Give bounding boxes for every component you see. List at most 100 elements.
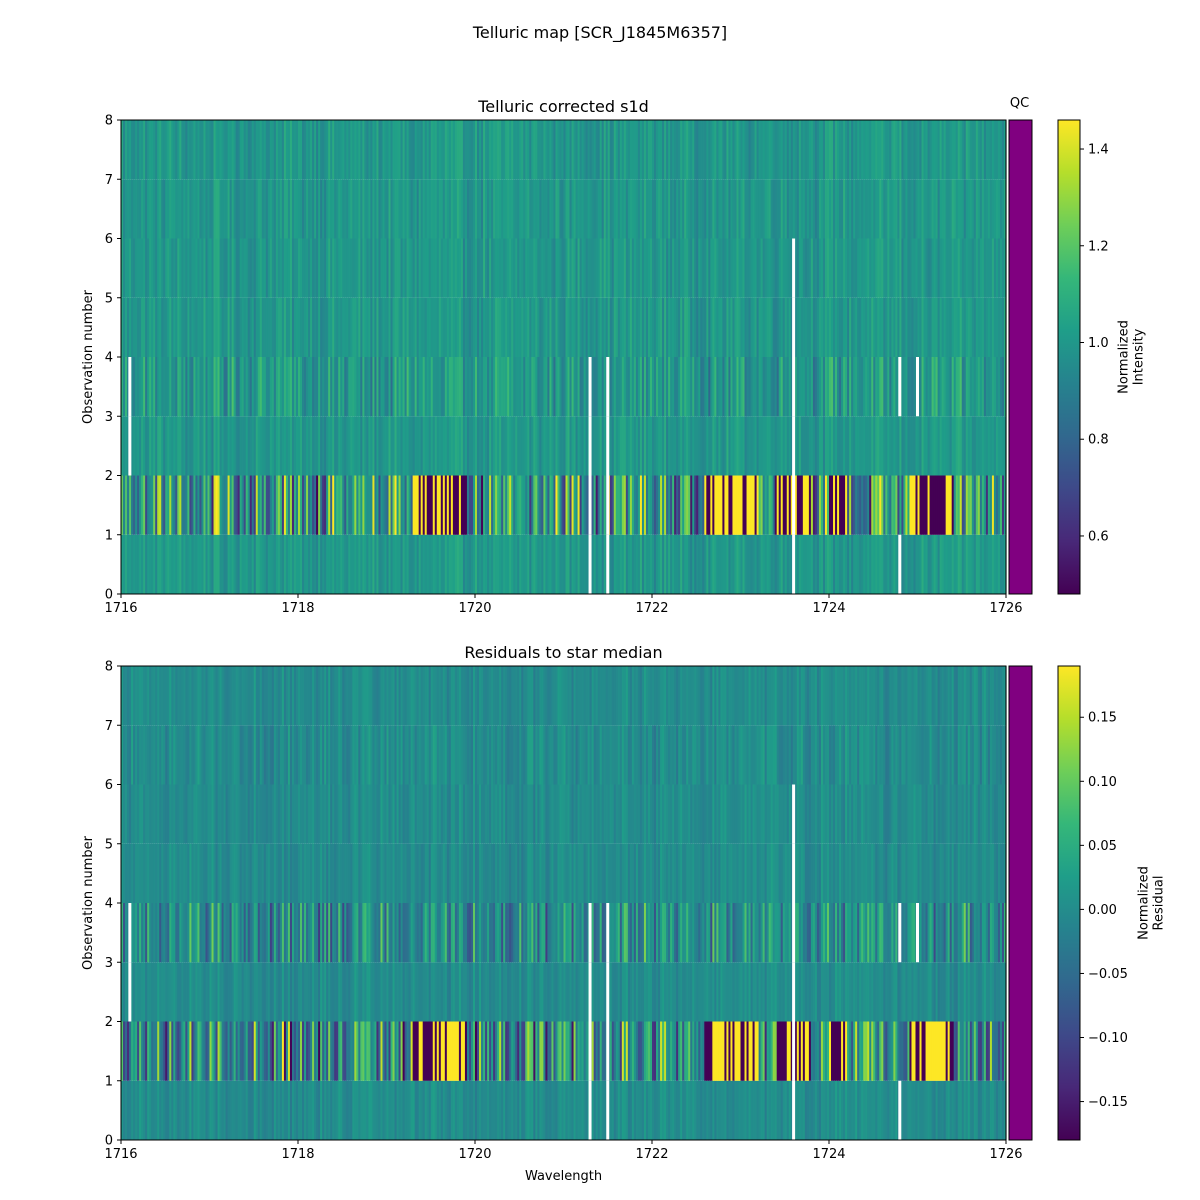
heatmap-cell <box>195 1021 199 1081</box>
heatmap-cell <box>698 179 701 239</box>
heatmap-cell <box>758 120 762 180</box>
heatmap-cell <box>338 1080 341 1140</box>
heatmap-cell <box>750 179 754 239</box>
heatmap-cell <box>849 1080 852 1140</box>
heatmap-cell <box>909 357 913 417</box>
heatmap-cell <box>706 238 709 298</box>
heatmap-cell <box>149 903 152 963</box>
heatmap-cell <box>289 1021 293 1081</box>
heatmap-cell <box>688 1080 691 1140</box>
heatmap-cell <box>686 297 689 357</box>
heatmap-cell <box>513 962 516 1022</box>
heatmap-cell <box>645 1080 649 1140</box>
heatmap-cell <box>708 297 711 357</box>
heatmap-cell <box>573 1021 577 1081</box>
heatmap-cell <box>125 120 128 180</box>
heatmap-cell <box>229 962 233 1022</box>
heatmap-cell <box>810 1080 814 1140</box>
heatmap-cell <box>468 475 472 535</box>
heatmap-cell <box>810 357 814 417</box>
heatmap-cell <box>754 238 758 298</box>
heatmap-cell <box>428 120 432 180</box>
heatmap-cell <box>738 1021 742 1081</box>
heatmap-cell <box>631 297 635 357</box>
heatmap-cell <box>231 416 235 476</box>
heatmap-cell <box>826 475 830 535</box>
heatmap-cell <box>965 416 969 476</box>
heatmap-cell <box>145 903 148 963</box>
heatmap-cell <box>861 238 864 298</box>
heatmap-cell <box>627 1021 631 1081</box>
heatmap-cell <box>219 357 223 417</box>
heatmap-cell <box>285 1080 289 1140</box>
heatmap-cell <box>287 534 291 594</box>
heatmap-cell <box>736 1021 740 1081</box>
heatmap-cell <box>527 1021 530 1081</box>
heatmap-cell <box>867 297 870 357</box>
heatmap-cell <box>720 475 723 535</box>
heatmap-cell <box>724 475 728 535</box>
heatmap-cell <box>199 475 203 535</box>
heatmap-cell <box>213 179 217 239</box>
heatmap-cell <box>963 179 967 239</box>
heatmap-cell <box>609 238 613 298</box>
heatmap-cell <box>509 357 512 417</box>
heatmap-cell <box>233 1080 237 1140</box>
heatmap-cell <box>422 357 426 417</box>
heatmap-cell <box>213 238 217 298</box>
heatmap-cell <box>923 1021 927 1081</box>
y-tick-label: 3 <box>105 410 113 425</box>
heatmap-cell <box>450 357 454 417</box>
heatmap-cell <box>666 1021 669 1081</box>
heatmap-cell <box>710 475 713 535</box>
heatmap-cell <box>452 120 456 180</box>
heatmap-cell <box>310 475 313 535</box>
heatmap-cell <box>141 238 144 298</box>
heatmap-cell <box>517 962 520 1022</box>
heatmap-cell <box>943 238 947 298</box>
heatmap-cell <box>438 475 442 535</box>
heatmap-cell <box>682 475 685 535</box>
heatmap-cell <box>1003 238 1007 298</box>
heatmap-cell <box>887 475 890 535</box>
heatmap-cell <box>398 416 402 476</box>
heatmap-cell <box>718 179 721 239</box>
heatmap-cell <box>338 416 341 476</box>
heatmap-cell <box>738 1080 742 1140</box>
heatmap-cell <box>943 962 947 1022</box>
heatmap-cell <box>390 962 394 1022</box>
heatmap-cell <box>487 1021 490 1081</box>
heatmap-cell <box>963 416 967 476</box>
heatmap-cell <box>356 962 359 1022</box>
heatmap-cell <box>499 962 502 1022</box>
heatmap-cell <box>263 475 267 535</box>
heatmap-cell <box>798 962 802 1022</box>
heatmap-cell <box>137 238 140 298</box>
heatmap-cell <box>525 238 528 298</box>
heatmap-cell <box>400 120 404 180</box>
heatmap-cell <box>281 357 285 417</box>
heatmap-cell <box>171 903 174 963</box>
heatmap-cell <box>865 120 868 180</box>
heatmap-cell <box>211 179 215 239</box>
heatmap-cell <box>273 962 277 1022</box>
heatmap-cell <box>185 1021 188 1081</box>
heatmap-cell <box>209 179 213 239</box>
heatmap-cell <box>257 475 261 535</box>
heatmap-cell <box>611 297 615 357</box>
heatmap-cell <box>652 238 655 298</box>
heatmap-cell <box>629 120 633 180</box>
heatmap-cell <box>416 962 420 1022</box>
heatmap-cell <box>372 238 376 298</box>
heatmap-cell <box>810 416 814 476</box>
heatmap-cell <box>814 1021 818 1081</box>
heatmap-cell <box>263 179 267 239</box>
heatmap-cell <box>161 120 164 180</box>
heatmap-cell <box>123 1021 126 1081</box>
colorbar-label-line2: Intensity <box>1131 328 1146 385</box>
heatmap-cell <box>485 1021 488 1081</box>
heatmap-cell <box>497 962 500 1022</box>
heatmap-cell <box>468 1021 472 1081</box>
heatmap-cell <box>253 416 257 476</box>
